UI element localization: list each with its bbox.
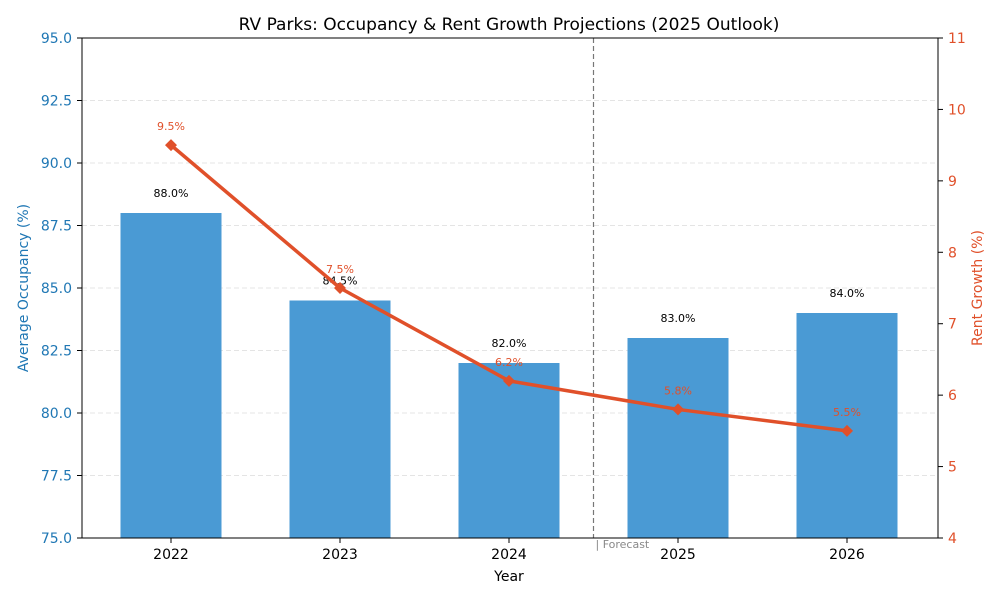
bar-2023	[289, 300, 391, 538]
x-tick-label: 2022	[153, 547, 189, 563]
rent-growth-value-label: 7.5%	[326, 263, 354, 276]
rent-growth-line: 9.5% 7.5% 6.2% 5.8% 5.5%	[157, 120, 861, 437]
rent-growth-value-label: 9.5%	[157, 120, 185, 133]
rent-growth-marker-2023	[334, 282, 346, 294]
y-tick-label: 75.0	[41, 531, 72, 547]
y-tick-label: 82.5	[41, 344, 72, 360]
y2-tick-label: 11	[948, 31, 966, 47]
y-tick-label: 90.0	[41, 156, 72, 172]
bars: 88.0% 84.5% 82.0% 83.0% 84.0%	[120, 187, 898, 538]
y2-axis-label: Rent Growth (%)	[970, 230, 986, 346]
y2-tick-label: 5	[948, 460, 957, 476]
chart-title: RV Parks: Occupancy & Rent Growth Projec…	[239, 15, 780, 35]
rent-growth-marker-2025	[672, 403, 684, 416]
y2-tick-label: 7	[948, 317, 957, 333]
bar-value-label: 88.0%	[154, 187, 189, 200]
y2-tick-label: 10	[948, 102, 966, 118]
y2-tick-label: 4	[948, 531, 957, 547]
y2-tick-label: 8	[948, 245, 957, 261]
bar-2025	[627, 338, 729, 538]
rent-growth-value-label: 6.2%	[495, 356, 523, 369]
y-tick-label: 77.5	[41, 469, 72, 485]
rent-growth-value-label: 5.8%	[664, 384, 692, 397]
y-tick-label: 95.0	[41, 31, 72, 47]
rent-growth-marker-2022	[165, 139, 177, 152]
bar-value-label: 83.0%	[661, 312, 696, 325]
axes: 75.0 77.5 80.0 82.5 85.0 87.5 90.0 92.5 95.0 4 5 6 7…	[41, 31, 966, 563]
y-axis-label: Average Occupancy (%)	[16, 204, 32, 372]
x-tick-label: 2026	[829, 547, 865, 563]
y-tick-label: 92.5	[41, 94, 72, 110]
y-tick-label: 87.5	[41, 219, 72, 235]
bar-value-label: 84.5%	[323, 275, 358, 288]
y2-tick-label: 6	[948, 388, 957, 404]
x-tick-label: 2023	[322, 547, 358, 563]
bar-2022	[120, 213, 222, 538]
rent-growth-marker-2026	[841, 424, 853, 437]
bar-value-label: 82.0%	[492, 337, 527, 350]
rent-growth-marker-2024	[503, 374, 515, 387]
bar-value-label: 84.0%	[830, 287, 865, 300]
y-tick-label: 80.0	[41, 406, 72, 422]
bar-2024	[458, 363, 560, 538]
x-tick-label: 2025	[660, 547, 696, 563]
rent-growth-value-label: 5.5%	[833, 406, 861, 419]
y2-tick-label: 9	[948, 174, 957, 190]
forecast-label: | Forecast	[596, 538, 650, 551]
x-tick-label: 2024	[491, 547, 527, 563]
x-axis-label: Year	[493, 569, 524, 585]
y-tick-label: 85.0	[41, 281, 72, 297]
